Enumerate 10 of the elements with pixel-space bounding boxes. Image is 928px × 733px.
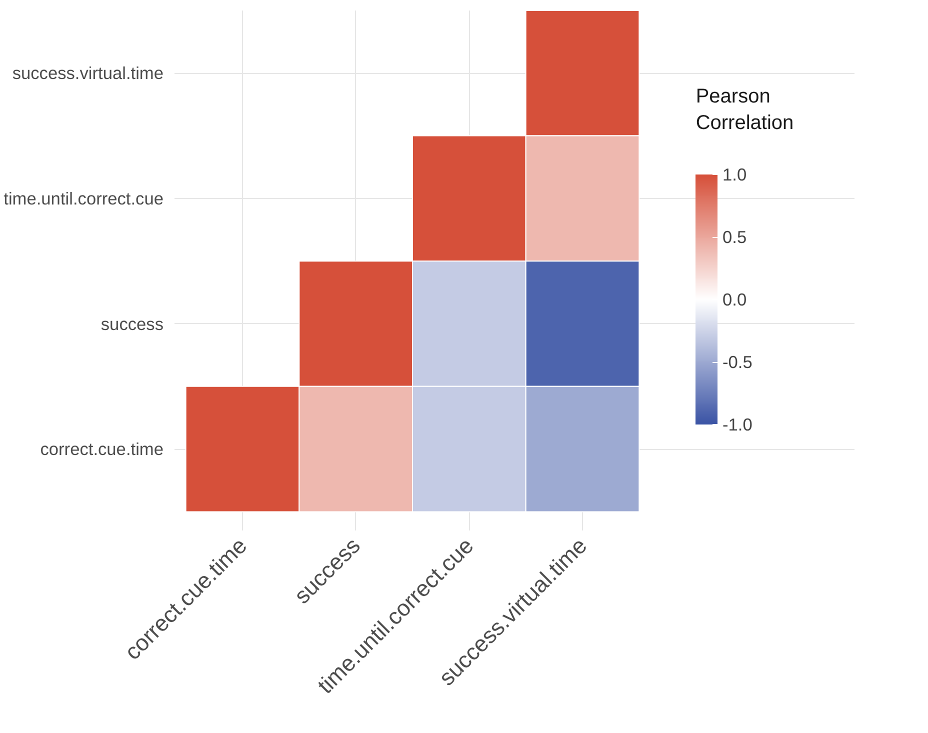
color-bar-label: 0.0 <box>722 290 747 310</box>
color-bar-label: 0.5 <box>722 227 747 247</box>
color-bar-label: 1.0 <box>722 164 747 184</box>
y-tick-label: correct.cue.time <box>40 439 164 460</box>
y-tick-label: success.virtual.time <box>12 63 164 84</box>
color-bar-label: -1.0 <box>722 414 752 434</box>
legend-title: Pearson Correlation <box>696 86 794 134</box>
color-bar-label: -0.5 <box>722 352 752 372</box>
y-tick-label: success <box>100 314 164 334</box>
y-tick-label: time.until.correct.cue <box>4 188 164 208</box>
